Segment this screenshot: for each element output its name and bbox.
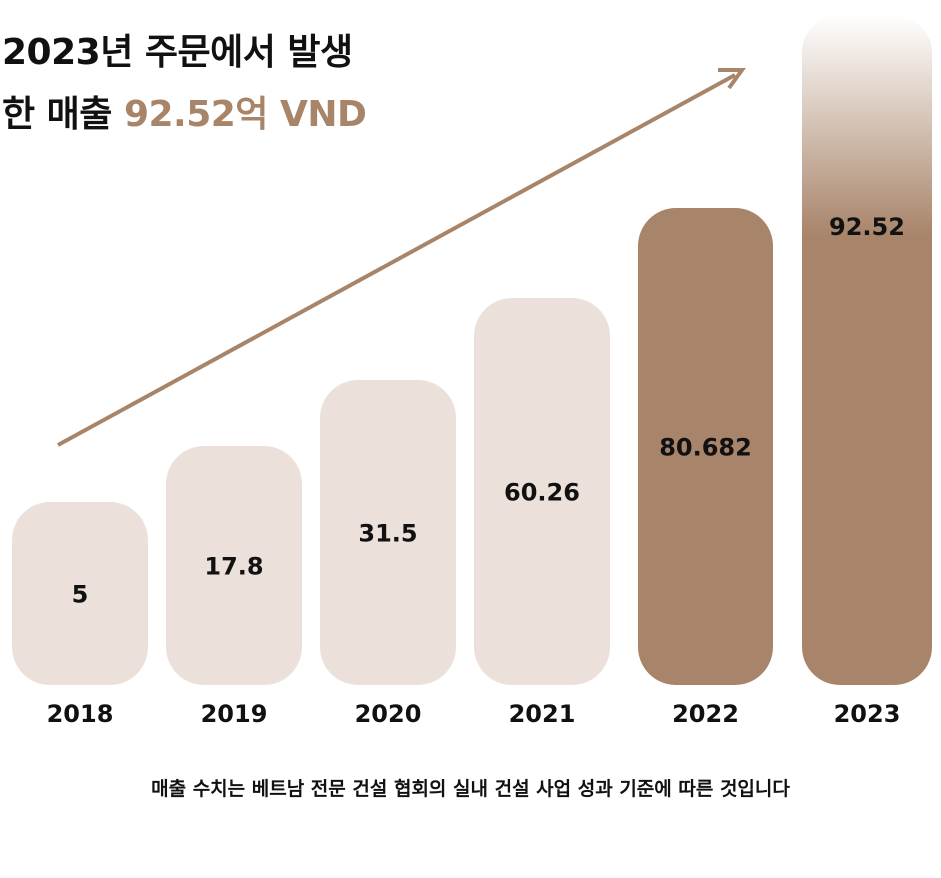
bar-2019 [166, 446, 302, 685]
title-line-2: 한 매출 92.52억 VND [2, 84, 367, 146]
value-label-2023: 92.52 [829, 213, 905, 241]
bar-2020 [320, 380, 456, 685]
trend-arrow-line [57, 73, 736, 447]
category-label-2018: 2018 [47, 700, 114, 728]
bar-2023 [802, 15, 932, 685]
category-label-2020: 2020 [355, 700, 422, 728]
value-label-2019: 17.8 [204, 553, 263, 581]
value-label-2021: 60.26 [504, 479, 580, 507]
title-line-2-prefix: 한 매출 [2, 94, 124, 135]
title-line-2-accent: 92.52억 VND [123, 94, 367, 135]
value-label-2018: 5 [72, 581, 89, 609]
bar-2021 [474, 298, 610, 685]
category-label-2021: 2021 [509, 700, 576, 728]
value-label-2020: 31.5 [358, 520, 417, 548]
bar-2022 [638, 208, 773, 685]
trend-arrow-head [718, 68, 746, 90]
title-line-1: 2023년 주문에서 발생 [2, 32, 353, 73]
bar-2018 [12, 502, 148, 685]
bar-chart: 5 2018 17.8 2019 31.5 2020 60.26 2021 80.682 2022… [12, 15, 932, 728]
footnote: 매출 수치는 베트남 전문 건설 협회의 실내 건설 사업 성과 기준에 따른 … [151, 778, 790, 800]
value-label-2022: 80.682 [659, 434, 752, 462]
category-label-2019: 2019 [201, 700, 268, 728]
category-label-2022: 2022 [672, 700, 739, 728]
category-label-2023: 2023 [834, 700, 901, 728]
chart-title: 2023년 주문에서 발생 한 매출 92.52억 VND [2, 22, 367, 146]
